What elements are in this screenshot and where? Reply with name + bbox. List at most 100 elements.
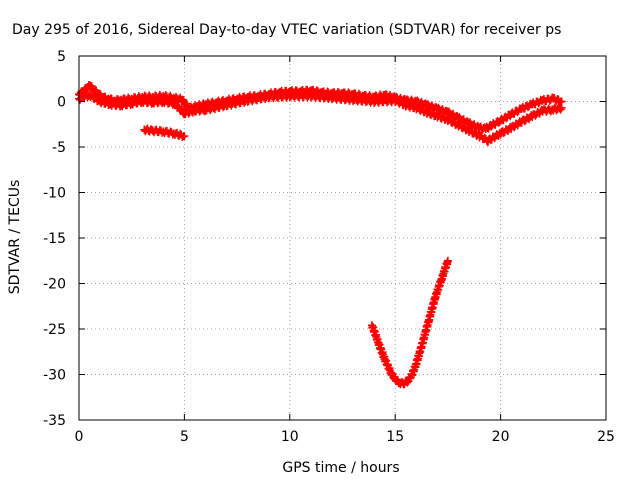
data-series	[75, 81, 566, 389]
data-point	[412, 103, 421, 112]
data-point	[180, 132, 189, 141]
data-point	[481, 124, 490, 133]
data-point	[327, 93, 336, 102]
data-point	[222, 101, 231, 110]
y-tick-label: -5	[52, 140, 66, 156]
data-point	[422, 101, 431, 110]
data-point	[386, 368, 395, 377]
data-point	[464, 126, 473, 135]
x-tick-label: 15	[386, 429, 404, 445]
data-point	[138, 97, 147, 106]
data-point	[422, 108, 431, 117]
data-point	[85, 91, 94, 100]
data-point	[169, 129, 178, 138]
y-tick-label: 0	[57, 95, 66, 111]
data-point	[306, 92, 315, 101]
y-tick-label: -10	[43, 186, 66, 202]
data-point	[549, 105, 558, 114]
x-axis-label: GPS time / hours	[282, 460, 399, 476]
data-point	[368, 321, 377, 330]
data-point	[496, 116, 505, 125]
x-tick-label: 20	[492, 429, 510, 445]
data-point	[391, 96, 400, 105]
data-point	[408, 370, 417, 379]
data-point	[454, 113, 463, 122]
data-point	[475, 123, 484, 132]
y-axis-label: SDTVAR / TECUs	[7, 180, 23, 295]
data-point	[538, 106, 547, 115]
data-point	[148, 98, 157, 107]
x-tick-label: 25	[597, 429, 615, 445]
data-point	[285, 92, 294, 101]
data-point	[243, 96, 252, 105]
data-point	[370, 97, 379, 106]
data-point	[464, 119, 473, 128]
y-tick-label: -35	[43, 413, 66, 429]
y-tick-label: -15	[43, 231, 66, 247]
data-point	[412, 359, 421, 368]
data-point	[517, 104, 526, 113]
data-point	[443, 115, 452, 124]
series-short-arc-3-5h	[140, 124, 189, 141]
data-point	[201, 105, 210, 114]
x-tick-label: 5	[180, 429, 189, 445]
series-main-band	[75, 81, 566, 134]
data-point	[549, 94, 558, 103]
data-point	[528, 100, 537, 109]
chart-title: Day 295 of 2016, Sidereal Day-to-day VTE…	[12, 22, 561, 38]
data-point	[443, 256, 452, 265]
y-tick-label: 5	[57, 49, 66, 65]
data-point	[349, 95, 358, 104]
data-point	[178, 95, 187, 104]
data-point	[159, 97, 168, 106]
data-point	[96, 97, 105, 106]
data-point	[190, 106, 199, 115]
data-point	[399, 379, 408, 388]
data-point	[180, 109, 189, 118]
data-point	[93, 89, 102, 98]
data-point	[431, 293, 440, 302]
data-point	[159, 127, 168, 136]
data-point	[517, 117, 526, 126]
data-point	[169, 99, 178, 108]
data-point	[403, 376, 412, 385]
series-trace	[75, 90, 565, 146]
data-point	[264, 92, 273, 101]
data-point	[528, 112, 537, 121]
x-tick-label: 0	[75, 429, 84, 445]
data-point	[89, 85, 98, 94]
data-point	[418, 338, 427, 347]
data-point	[85, 81, 94, 90]
series-trace	[368, 258, 452, 389]
y-tick-label: -20	[43, 277, 66, 293]
data-point	[538, 96, 547, 105]
data-point	[401, 101, 410, 110]
series-deep-arc-14-17h	[368, 256, 452, 389]
data-point	[496, 129, 505, 138]
data-point	[424, 315, 433, 324]
data-point	[433, 104, 442, 113]
series-band-lower-edge	[75, 90, 566, 146]
data-point	[454, 121, 463, 130]
data-point	[443, 108, 452, 117]
x-tick-label: 10	[281, 429, 299, 445]
data-point	[475, 132, 484, 141]
data-point	[488, 121, 497, 130]
data-point	[395, 378, 404, 387]
data-point	[507, 110, 516, 119]
data-point	[391, 375, 400, 384]
data-point	[483, 136, 492, 145]
data-point	[106, 100, 115, 109]
data-point	[140, 125, 149, 134]
y-tick-label: -25	[43, 322, 66, 338]
data-point	[117, 101, 126, 110]
data-point	[148, 126, 157, 135]
plot-frame	[78, 55, 607, 421]
data-point	[557, 103, 566, 112]
data-point	[380, 355, 389, 364]
data-point	[507, 123, 516, 132]
data-point	[374, 338, 383, 347]
y-tick-label: -30	[43, 368, 66, 384]
gridlines	[79, 56, 606, 420]
